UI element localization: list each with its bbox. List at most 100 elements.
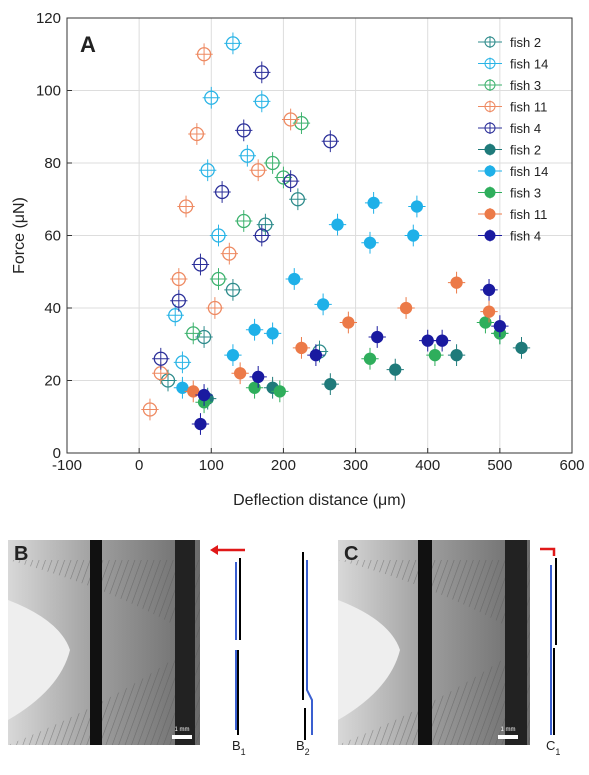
point xyxy=(193,257,208,272)
point xyxy=(290,192,306,207)
x-tick-label: 100 xyxy=(199,457,224,474)
legend-label: fish 3 xyxy=(510,78,541,93)
point xyxy=(407,229,420,242)
point xyxy=(331,218,344,231)
point xyxy=(252,370,265,384)
frame xyxy=(66,17,573,454)
point xyxy=(342,316,355,329)
legend-marker xyxy=(484,144,496,155)
y-axis-label: Force (μN) xyxy=(11,197,28,274)
point xyxy=(176,381,189,394)
y-tick-label: 80 xyxy=(44,155,61,172)
point xyxy=(236,213,251,229)
legend-marker xyxy=(484,58,496,69)
point xyxy=(142,402,158,417)
point xyxy=(211,271,226,287)
point xyxy=(233,367,247,380)
point xyxy=(204,90,219,105)
point xyxy=(251,163,266,178)
point xyxy=(248,381,261,394)
trace xyxy=(306,560,313,735)
point xyxy=(186,326,201,341)
point xyxy=(200,163,215,178)
point xyxy=(265,155,280,171)
point xyxy=(254,228,269,243)
point xyxy=(187,385,200,398)
scale-label: 1 mm xyxy=(175,727,190,733)
point xyxy=(283,173,298,189)
point xyxy=(171,293,186,308)
panel-label: C xyxy=(344,543,358,565)
point xyxy=(410,200,424,213)
panel-label: A xyxy=(80,32,96,57)
point xyxy=(367,196,380,210)
point xyxy=(226,348,240,362)
y-tick-label: 120 xyxy=(36,10,61,27)
arrow-head xyxy=(210,545,218,555)
panel-label: B xyxy=(14,543,28,565)
point xyxy=(194,417,207,431)
background xyxy=(338,600,400,720)
point xyxy=(211,228,226,243)
trace xyxy=(302,552,306,740)
trace xyxy=(553,558,557,735)
point xyxy=(493,319,507,333)
y-tick-label: 0 xyxy=(53,445,61,462)
panel-b: 1 mm B B1 B2 xyxy=(8,540,313,757)
point xyxy=(294,115,309,131)
point xyxy=(196,329,212,345)
point xyxy=(171,271,186,287)
point xyxy=(435,334,449,347)
point xyxy=(236,123,251,138)
scale-bar xyxy=(172,735,192,739)
probe xyxy=(90,540,102,745)
x-tick-label: 400 xyxy=(415,457,440,474)
point xyxy=(240,148,255,163)
point xyxy=(283,112,298,127)
legend-marker xyxy=(484,187,496,198)
point xyxy=(254,65,269,80)
point xyxy=(482,305,496,318)
point xyxy=(371,330,384,344)
point xyxy=(288,272,301,286)
point xyxy=(222,246,237,261)
y-tick-label: 40 xyxy=(44,300,61,317)
trace xyxy=(237,558,241,735)
scale-label: 1 mm xyxy=(501,727,516,733)
point xyxy=(515,341,528,355)
point xyxy=(295,341,308,355)
plot: -100 0 100 200 300 400 500 600020406080100120De… xyxy=(11,10,585,509)
point xyxy=(225,282,241,298)
point xyxy=(316,298,330,311)
x-tick-label: 500 xyxy=(487,457,512,474)
point xyxy=(225,36,241,51)
scale-bar xyxy=(498,735,518,739)
legend-marker xyxy=(484,101,496,112)
point xyxy=(276,170,291,185)
trace-label: B1 xyxy=(232,738,246,757)
x-axis-label: Deflection distance (μm) xyxy=(233,492,406,509)
point xyxy=(160,373,176,388)
beam xyxy=(175,540,195,745)
x-tick-label: 0 xyxy=(135,457,143,474)
legend-label: fish 2 xyxy=(510,35,541,50)
point xyxy=(323,134,338,149)
point xyxy=(324,377,337,391)
trace-label: C1 xyxy=(546,738,560,757)
point xyxy=(273,385,286,398)
legend-marker xyxy=(484,230,496,241)
legend-label: fish 4 xyxy=(510,229,541,244)
point xyxy=(168,308,183,323)
point xyxy=(450,348,463,362)
point xyxy=(399,301,413,315)
legend-marker xyxy=(484,165,496,177)
point xyxy=(153,351,168,366)
y-tick-label: 20 xyxy=(44,373,61,390)
point xyxy=(197,388,211,402)
x-tick-label: 300 xyxy=(343,457,368,474)
point xyxy=(450,276,463,289)
x-tick-label: 600 xyxy=(559,457,584,474)
point xyxy=(421,334,434,347)
legend-marker xyxy=(484,36,496,48)
